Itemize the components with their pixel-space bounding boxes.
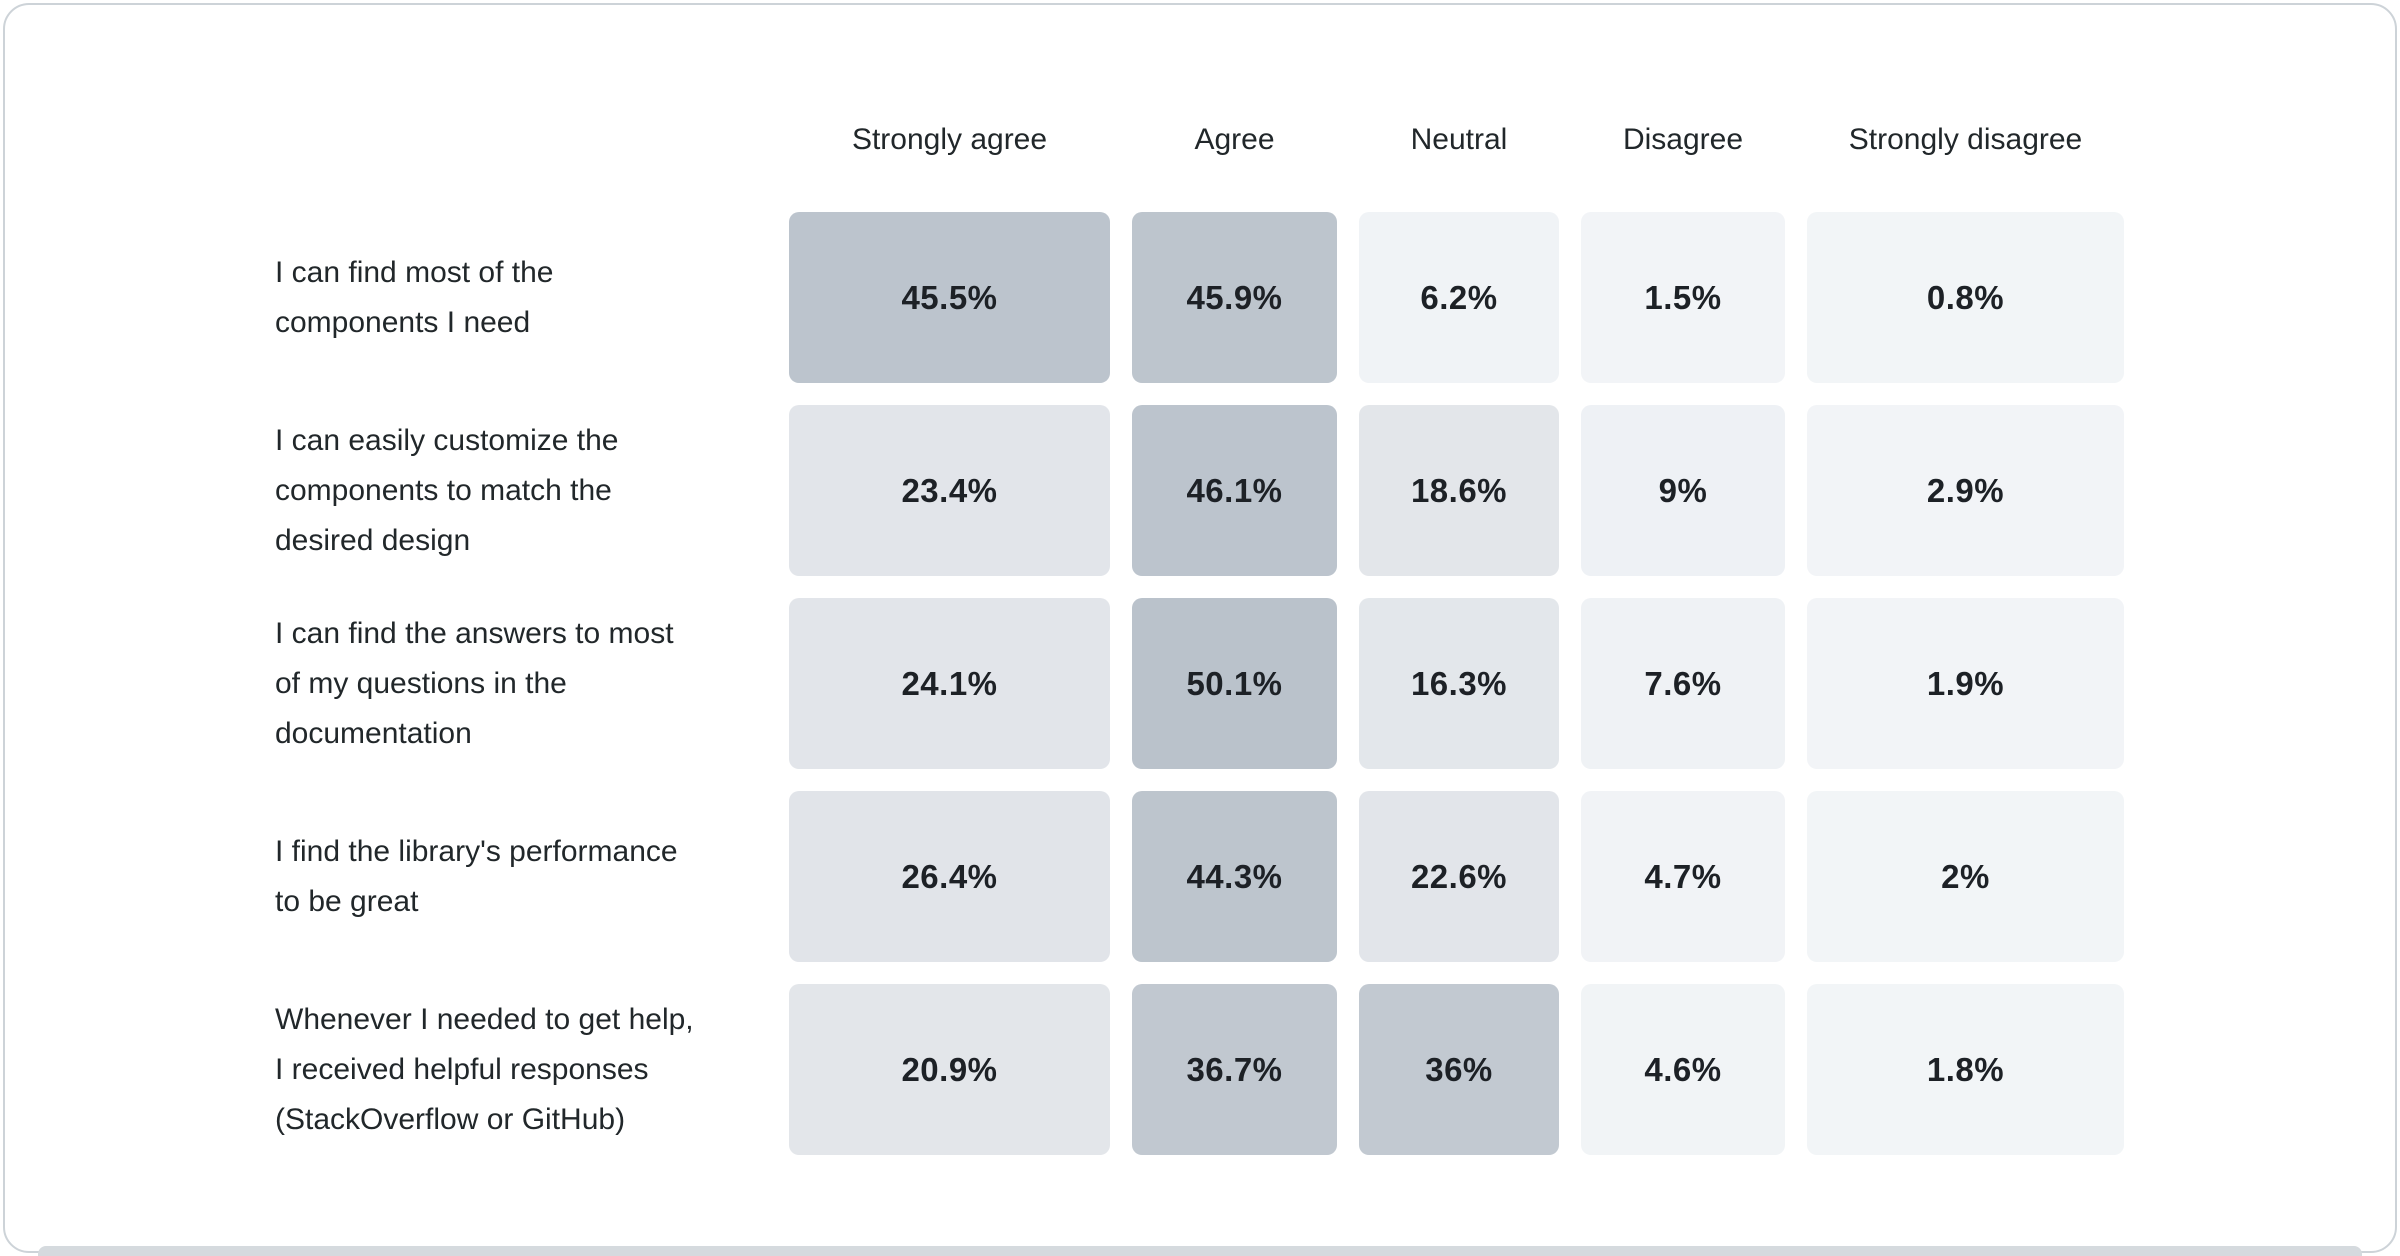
heatmap-row-documentation-answers: I can find the answers to most of my que… (275, 598, 2124, 769)
heatmap-cell: 24.1% (789, 598, 1110, 769)
heatmap-cell: 18.6% (1359, 405, 1559, 576)
column-header-disagree: Disagree (1622, 123, 1744, 156)
heatmap-cell: 1.8% (1807, 984, 2124, 1155)
heatmap-row-find-components: I can find most of the components I need… (275, 212, 2124, 383)
row-label: I can find most of the components I need (275, 255, 554, 339)
heatmap-column-headers: Strongly agree Agree Neutral Disagree St… (275, 110, 2124, 170)
heatmap-cell: 0.8% (1807, 212, 2124, 383)
heatmap-cell: 36.7% (1132, 984, 1337, 1155)
heatmap-cell: 50.1% (1132, 598, 1337, 769)
heatmap-cell: 44.3% (1132, 791, 1337, 962)
heatmap-cell: 7.6% (1581, 598, 1785, 769)
heatmap-cell: 46.1% (1132, 405, 1337, 576)
column-header-neutral: Neutral (1410, 123, 1508, 156)
heatmap-cell: 36% (1359, 984, 1559, 1155)
row-label: Whenever I needed to get help, I receive… (275, 1002, 694, 1136)
column-header-agree: Agree (1194, 123, 1275, 156)
heatmap-cell: 9% (1581, 405, 1785, 576)
heatmap-cell: 4.6% (1581, 984, 1785, 1155)
heatmap-cell: 45.5% (789, 212, 1110, 383)
heatmap-cell: 2.9% (1807, 405, 2124, 576)
heatmap-cell: 6.2% (1359, 212, 1559, 383)
heatmap-cell: 16.3% (1359, 598, 1559, 769)
heatmap-cell: 20.9% (789, 984, 1110, 1155)
heatmap-cell: 26.4% (789, 791, 1110, 962)
heatmap-cell: 1.5% (1581, 212, 1785, 383)
heatmap-row-library-performance: I find the library's performance to be g… (275, 791, 2124, 962)
row-label: I can find the answers to most of my que… (275, 616, 674, 750)
heatmap-row-helpful-responses: Whenever I needed to get help, I receive… (275, 984, 2124, 1155)
heatmap-cell: 22.6% (1359, 791, 1559, 962)
heatmap-cell: 2% (1807, 791, 2124, 962)
heatmap-cell: 1.9% (1807, 598, 2124, 769)
heatmap-row-customize-components: I can easily customize the components to… (275, 405, 2124, 576)
heatmap-cell: 45.9% (1132, 212, 1337, 383)
heatmap-cell: 4.7% (1581, 791, 1785, 962)
column-header-strongly-disagree: Strongly disagree (1848, 123, 2083, 156)
heatmap-body: I can find most of the components I need… (275, 212, 2124, 1177)
column-header-strongly-agree: Strongly agree (851, 123, 1048, 156)
row-label: I find the library's performance to be g… (275, 834, 678, 918)
row-label: I can easily customize the components to… (275, 423, 619, 557)
next-section-top-edge (38, 1246, 2362, 1256)
heatmap-cell: 23.4% (789, 405, 1110, 576)
